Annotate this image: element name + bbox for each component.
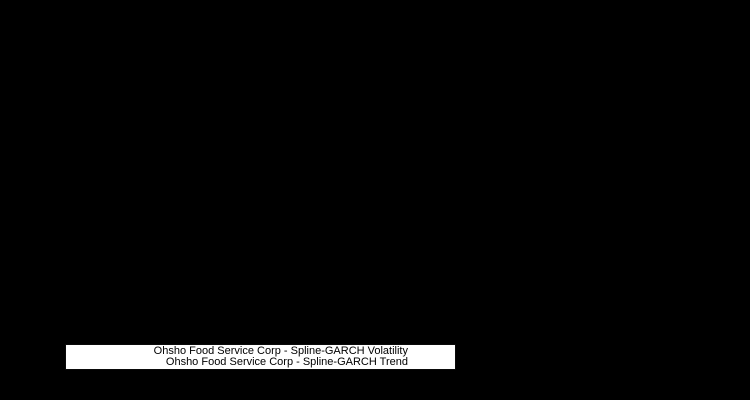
legend-trend-line-swatch-icon [417,362,446,364]
legend-label-volatility: Ohsho Food Service Corp - Spline-GARCH V… [153,345,408,357]
legend: Ohsho Food Service Corp - Spline-GARCH V… [65,344,456,370]
legend-volatility-line-swatch-icon [417,351,446,353]
legend-item-volatility: Ohsho Food Service Corp - Spline-GARCH V… [70,346,446,357]
legend-item-trend: Ohsho Food Service Corp - Spline-GARCH T… [70,357,446,368]
legend-label-trend: Ohsho Food Service Corp - Spline-GARCH T… [165,356,408,368]
